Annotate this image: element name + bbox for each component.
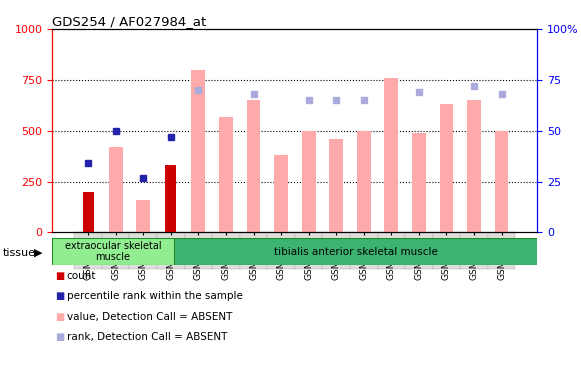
Text: rank, Detection Call = ABSENT: rank, Detection Call = ABSENT xyxy=(67,332,227,342)
Bar xyxy=(322,232,350,269)
Text: value, Detection Call = ABSENT: value, Detection Call = ABSENT xyxy=(67,311,232,322)
Text: ■: ■ xyxy=(55,291,64,302)
Bar xyxy=(267,232,295,269)
Text: GDS254 / AF027984_at: GDS254 / AF027984_at xyxy=(52,15,206,28)
Bar xyxy=(52,238,174,265)
Bar xyxy=(130,232,157,269)
Bar xyxy=(488,232,515,269)
Bar xyxy=(357,131,371,232)
Text: ■: ■ xyxy=(55,332,64,342)
Bar xyxy=(385,78,398,232)
Bar xyxy=(295,232,322,269)
Text: percentile rank within the sample: percentile rank within the sample xyxy=(67,291,243,302)
Bar xyxy=(166,165,176,232)
Bar xyxy=(102,232,130,269)
Bar xyxy=(137,200,150,232)
Bar xyxy=(378,232,405,269)
Bar xyxy=(460,232,488,269)
Text: tissue: tissue xyxy=(3,247,36,258)
Bar xyxy=(157,232,185,269)
Bar xyxy=(246,100,260,232)
Bar xyxy=(185,232,212,269)
Bar xyxy=(174,238,537,265)
Bar xyxy=(350,232,378,269)
Bar xyxy=(219,117,233,232)
Bar xyxy=(412,133,426,232)
Bar xyxy=(494,131,508,232)
Bar xyxy=(329,139,343,232)
Text: count: count xyxy=(67,271,96,281)
Text: tibialis anterior skeletal muscle: tibialis anterior skeletal muscle xyxy=(274,247,437,257)
Bar xyxy=(109,147,123,232)
Text: ■: ■ xyxy=(55,271,64,281)
Bar xyxy=(302,131,315,232)
Bar xyxy=(83,192,94,232)
Bar xyxy=(405,232,433,269)
Text: ▶: ▶ xyxy=(34,247,42,258)
Bar xyxy=(433,232,460,269)
Bar xyxy=(192,70,205,232)
Text: extraocular skeletal
muscle: extraocular skeletal muscle xyxy=(64,241,162,262)
Bar xyxy=(440,104,453,232)
Bar xyxy=(467,100,481,232)
Bar xyxy=(74,232,102,269)
Bar xyxy=(274,155,288,232)
Bar xyxy=(212,232,240,269)
Bar xyxy=(240,232,267,269)
Text: ■: ■ xyxy=(55,311,64,322)
